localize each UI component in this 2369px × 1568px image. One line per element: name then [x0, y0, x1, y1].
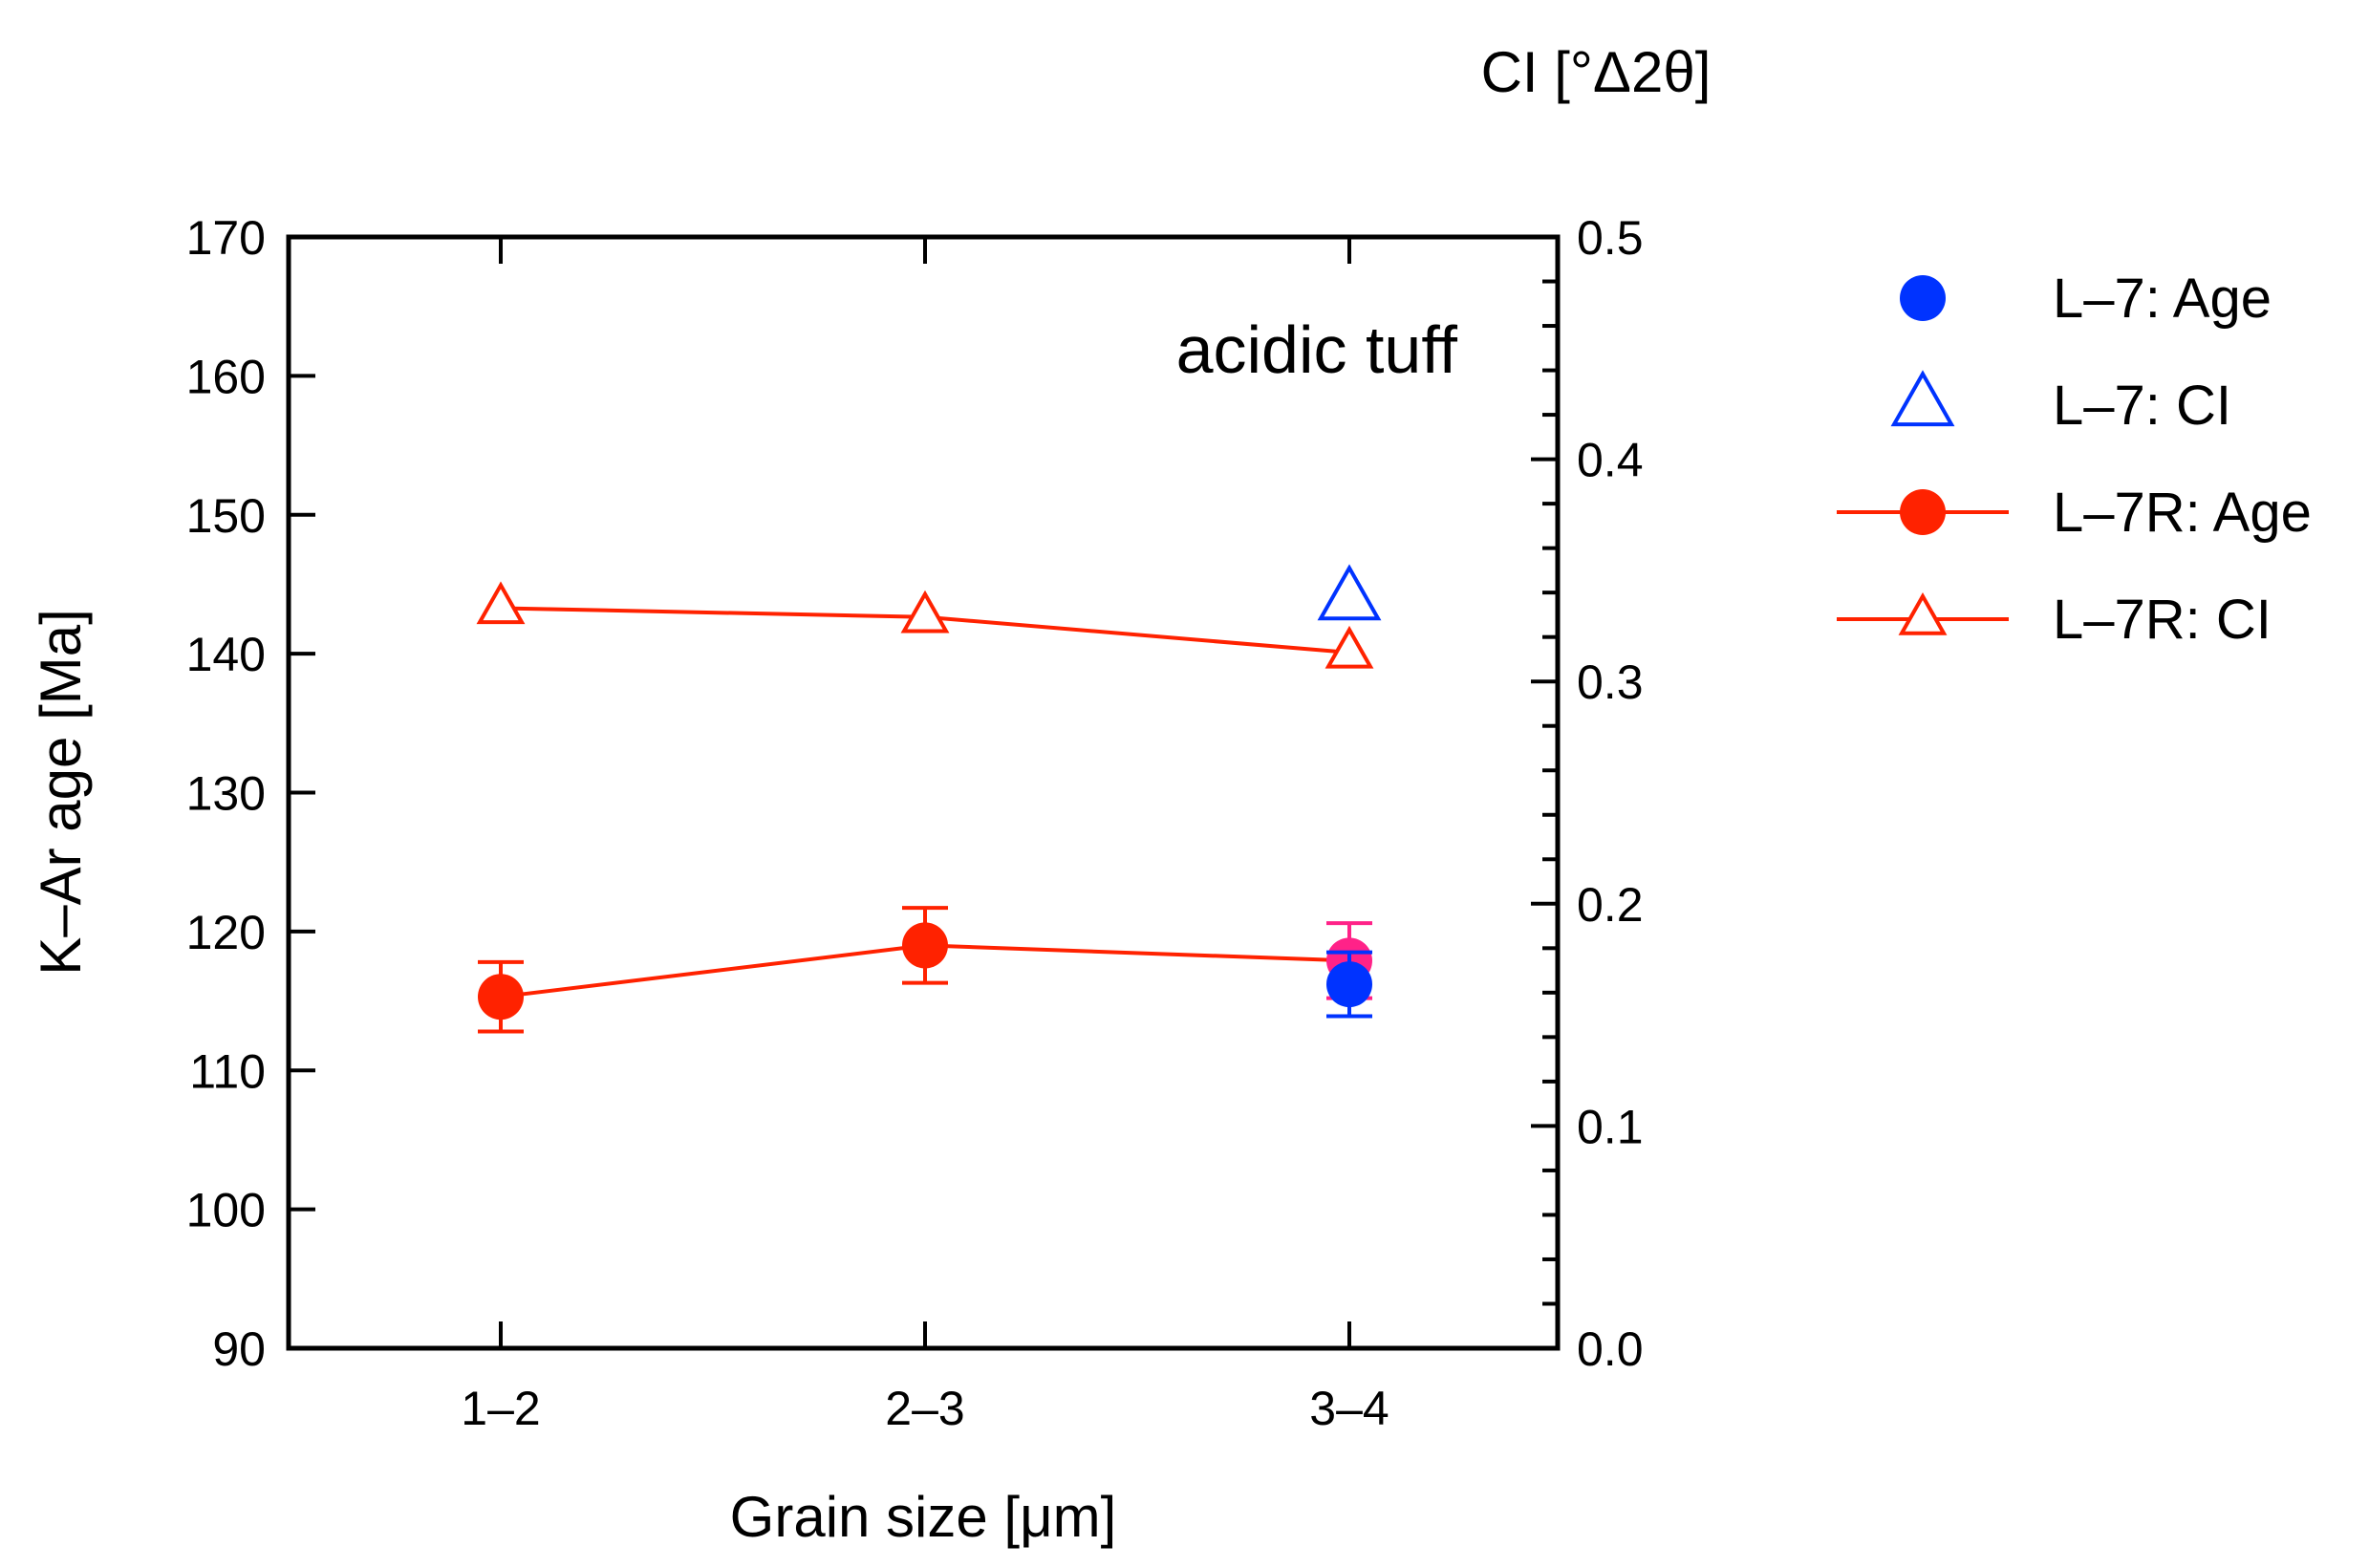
y2-tick-label: 0.3 — [1577, 655, 1644, 709]
legend-label: L–7R: CI — [2053, 589, 2272, 651]
data-point — [1317, 564, 1382, 621]
y2-axis-title: CI [°Δ2θ] — [1481, 40, 1712, 104]
chart-annotation: acidic tuff — [1176, 312, 1458, 387]
legend-label: L–7: CI — [2053, 375, 2231, 437]
right-axis: 0.0 0.1 0.2 0.3 0.4 0.5 — [1531, 211, 1644, 1376]
legend-marker — [1900, 489, 1946, 535]
y-tick-label: 150 — [186, 489, 266, 543]
legend-label: L–7: Age — [2053, 268, 2272, 330]
y2-tick-label: 0.4 — [1577, 434, 1644, 487]
y2-tick-label: 0.1 — [1577, 1100, 1644, 1153]
legend-marker — [1898, 591, 1948, 635]
legend: L–7: Age L–7: CI L–7R: Age L–7R: CI — [1837, 268, 2312, 651]
y2-tick-label: 0.2 — [1577, 878, 1644, 932]
y-tick-label: 90 — [212, 1322, 266, 1376]
x-axis: 1–2 2–3 3–4 — [461, 237, 1389, 1435]
y-axis-title: K–Ar age [Ma] — [29, 609, 93, 976]
y-tick-label: 170 — [186, 211, 266, 265]
data-point — [1326, 961, 1372, 1008]
x-tick-label: 2–3 — [885, 1382, 964, 1435]
x-axis-title: Grain size [μm] — [730, 1485, 1117, 1549]
y-tick-label: 130 — [186, 767, 266, 821]
legend-label: L–7R: Age — [2053, 482, 2312, 544]
left-axis: 90 100 110 120 130 140 150 160 170 — [186, 211, 315, 1376]
y-tick-label: 140 — [186, 628, 266, 681]
legend-marker — [1890, 370, 1955, 427]
data-point — [478, 974, 524, 1020]
data-point — [1324, 625, 1374, 669]
y-tick-label: 100 — [186, 1184, 266, 1237]
y-tick-label: 160 — [186, 350, 266, 403]
data-point — [902, 922, 948, 969]
y2-tick-label: 0.5 — [1577, 211, 1644, 265]
y2-tick-label: 0.0 — [1577, 1322, 1644, 1376]
data-point — [476, 581, 526, 625]
y-tick-label: 110 — [189, 1044, 266, 1098]
series-layer — [476, 564, 1382, 1034]
data-point — [900, 590, 950, 634]
plot-frame — [286, 234, 1561, 1351]
x-tick-label: 1–2 — [461, 1382, 540, 1435]
legend-marker — [1900, 275, 1946, 321]
y-tick-label: 120 — [186, 906, 266, 959]
x-tick-label: 3–4 — [1309, 1382, 1389, 1435]
